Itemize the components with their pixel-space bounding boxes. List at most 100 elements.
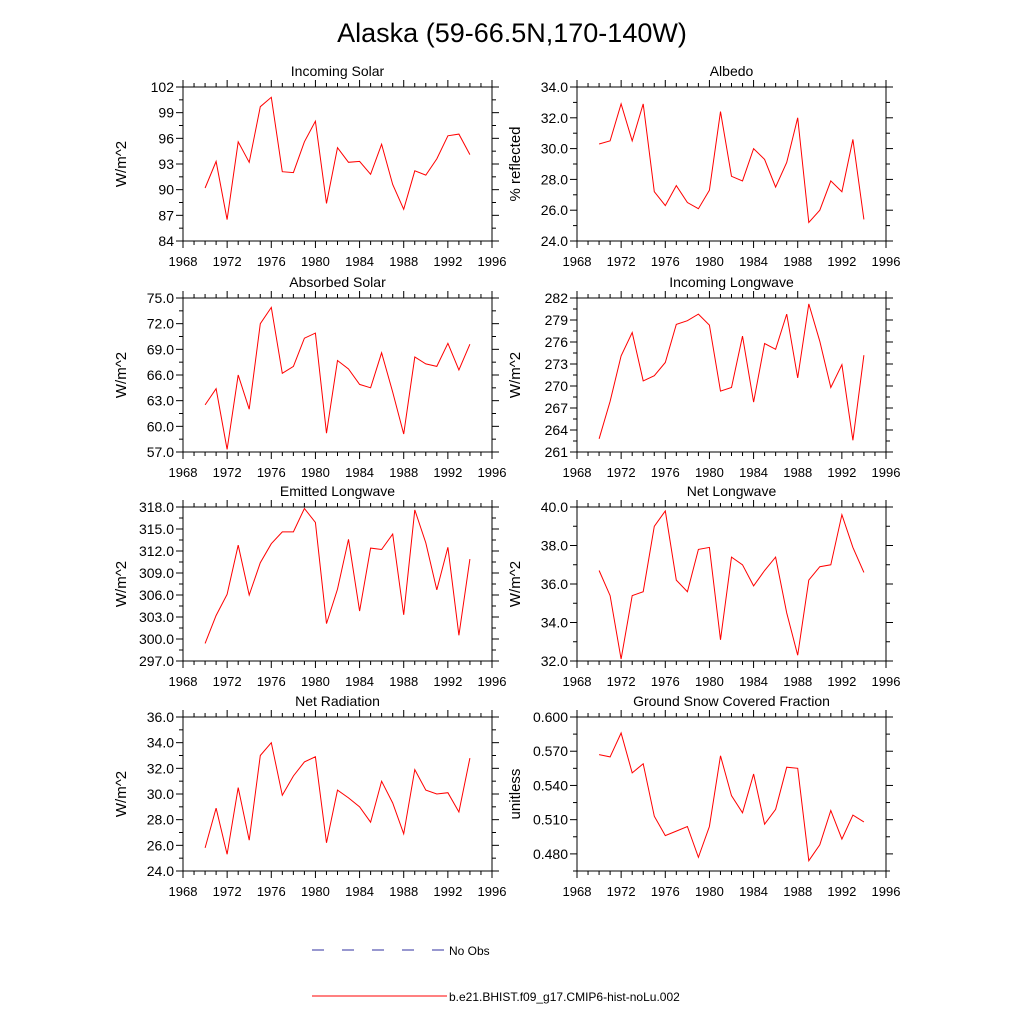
x-tick-label: 1984 — [345, 254, 374, 269]
x-tick-label: 1980 — [301, 465, 330, 480]
y-axis-label: W/m^2 — [113, 771, 130, 817]
x-tick-label: 1972 — [607, 465, 636, 480]
x-tick-label: 1980 — [301, 254, 330, 269]
x-tick-label: 1992 — [827, 465, 856, 480]
y-tick-label: 0.540 — [533, 777, 568, 793]
y-tick-label: 34.0 — [147, 735, 174, 751]
y-tick-label: 32.0 — [541, 110, 568, 126]
plot-frame — [182, 86, 493, 242]
legend: No Obs b.e21.BHIST.f09_g17.CMIP6-hist-no… — [312, 944, 680, 1004]
x-tick-label: 1972 — [607, 674, 636, 689]
figure-title: Alaska (59-66.5N,170-140W) — [337, 18, 687, 48]
x-tick-label: 1996 — [478, 674, 507, 689]
x-tick-label: 1992 — [433, 674, 462, 689]
y-axis-label: unitless — [507, 769, 524, 820]
y-tick-label: 270 — [545, 378, 569, 394]
x-tick-label: 1992 — [827, 884, 856, 899]
x-tick-label: 1968 — [169, 674, 198, 689]
x-tick-label: 1996 — [478, 254, 507, 269]
panel-title: Incoming Longwave — [669, 274, 794, 290]
y-tick-label: 26.0 — [147, 837, 174, 853]
y-tick-label: 28.0 — [147, 812, 174, 828]
plot-frame — [182, 297, 493, 453]
y-tick-label: 57.0 — [147, 444, 174, 460]
y-axis-label: W/m^2 — [113, 141, 130, 187]
x-tick-label: 1988 — [389, 254, 418, 269]
legend-model-label: b.e21.BHIST.f09_g17.CMIP6-hist-noLu.002 — [449, 990, 680, 1004]
y-tick-label: 90 — [158, 182, 174, 198]
plot-frame — [576, 506, 887, 662]
y-tick-label: 34.0 — [541, 615, 568, 631]
y-tick-label: 297.0 — [139, 653, 174, 669]
panel-title: Net Radiation — [295, 693, 380, 709]
x-tick-label: 1972 — [213, 465, 242, 480]
x-tick-label: 1968 — [563, 254, 592, 269]
x-tick-label: 1968 — [563, 465, 592, 480]
series-line — [598, 303, 865, 441]
y-tick-label: 273 — [545, 356, 569, 372]
panel-title: Ground Snow Covered Fraction — [633, 693, 830, 709]
plot-frame — [576, 297, 887, 453]
x-tick-label: 1976 — [651, 884, 680, 899]
x-tick-label: 1968 — [169, 884, 198, 899]
x-tick-label: 1992 — [827, 674, 856, 689]
y-axis-label: W/m^2 — [507, 561, 524, 607]
y-tick-label: 75.0 — [147, 290, 174, 306]
y-tick-label: 99 — [158, 105, 174, 121]
x-tick-label: 1976 — [651, 674, 680, 689]
y-tick-label: 315.0 — [139, 521, 174, 537]
series-line — [204, 741, 471, 855]
x-tick-label: 1968 — [563, 674, 592, 689]
x-tick-label: 1968 — [169, 465, 198, 480]
x-tick-label: 1992 — [433, 884, 462, 899]
x-tick-label: 1976 — [651, 254, 680, 269]
x-tick-label: 1972 — [607, 884, 636, 899]
y-tick-label: 309.0 — [139, 565, 174, 581]
legend-obs-label: No Obs — [449, 944, 490, 958]
plot-frame — [182, 716, 493, 872]
x-tick-label: 1972 — [213, 254, 242, 269]
panel-title: Net Longwave — [687, 483, 777, 499]
y-tick-label: 38.0 — [541, 538, 568, 554]
y-tick-label: 24.0 — [147, 863, 174, 879]
series-line — [204, 306, 471, 450]
y-tick-label: 72.0 — [147, 316, 174, 332]
x-tick-label: 1976 — [257, 674, 286, 689]
x-tick-label: 1976 — [651, 465, 680, 480]
y-tick-label: 0.570 — [533, 743, 568, 759]
series-line — [598, 509, 865, 660]
x-tick-label: 1980 — [301, 884, 330, 899]
x-tick-label: 1976 — [257, 465, 286, 480]
y-tick-label: 0.510 — [533, 812, 568, 828]
panel-5: Net Longwave W/m^2 1968 1972 1976 1980 1984 198… — [507, 483, 900, 689]
y-tick-label: 264 — [545, 422, 569, 438]
x-tick-label: 1992 — [433, 254, 462, 269]
x-tick-label: 1980 — [695, 674, 724, 689]
x-tick-label: 1996 — [872, 465, 901, 480]
x-tick-label: 1980 — [301, 674, 330, 689]
y-tick-label: 24.0 — [541, 233, 568, 249]
panel-2: Absorbed Solar W/m^2 1968 1972 1976 1980 1984 1… — [113, 274, 506, 480]
x-tick-label: 1972 — [213, 884, 242, 899]
x-tick-label: 1984 — [739, 465, 768, 480]
x-tick-label: 1988 — [783, 465, 812, 480]
panel-title: Emitted Longwave — [280, 483, 395, 499]
y-tick-label: 279 — [545, 312, 569, 328]
x-tick-label: 1988 — [783, 254, 812, 269]
y-tick-label: 66.0 — [147, 367, 174, 383]
x-tick-label: 1984 — [739, 254, 768, 269]
y-tick-label: 102 — [151, 79, 175, 95]
y-tick-label: 87 — [158, 207, 174, 223]
x-tick-label: 1976 — [257, 884, 286, 899]
x-tick-label: 1988 — [389, 884, 418, 899]
x-tick-label: 1980 — [695, 884, 724, 899]
panel-7: Ground Snow Covered Fraction unitless 1968… — [507, 693, 900, 899]
panels-group: Incoming Solar W/m^2 1968 1972 1976 1980 1984 1… — [113, 63, 900, 899]
y-tick-label: 63.0 — [147, 393, 174, 409]
y-tick-label: 30.0 — [147, 786, 174, 802]
y-tick-label: 276 — [545, 334, 569, 350]
y-axis-label: W/m^2 — [507, 352, 524, 398]
y-tick-label: 300.0 — [139, 631, 174, 647]
y-tick-label: 40.0 — [541, 499, 568, 515]
